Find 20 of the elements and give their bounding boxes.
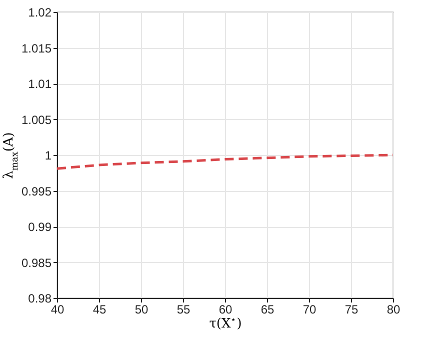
y-tick-label: 0.99 <box>28 220 52 234</box>
y-tick-label: 0.985 <box>21 256 52 270</box>
x-tick-label: 65 <box>260 302 274 316</box>
x-axis-title: τ(X$^{⋆}$) <box>209 316 242 332</box>
x-tick-label: 50 <box>134 302 148 316</box>
x-tick-label: 60 <box>218 302 232 316</box>
x-tick-label: 45 <box>92 302 106 316</box>
line-series <box>56 154 394 170</box>
y-tick-label: 1.02 <box>28 6 52 20</box>
y-tick-label: 1.01 <box>28 77 52 91</box>
y-tick-label: 1 <box>44 148 52 162</box>
x-tick-label: 70 <box>302 302 316 316</box>
x-tick-label: 40 <box>50 302 64 316</box>
y-tick-label: 0.98 <box>28 292 52 306</box>
x-tick-label: 75 <box>344 302 358 316</box>
y-tick-label: 0.995 <box>21 184 52 198</box>
y-tick-label: 1.005 <box>21 112 52 127</box>
y-tick-label: 1.015 <box>21 41 52 56</box>
x-tick-label: 80 <box>386 302 400 316</box>
x-tick-label: 55 <box>176 302 190 316</box>
